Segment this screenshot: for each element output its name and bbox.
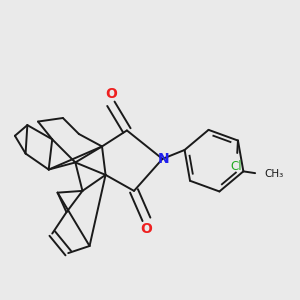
- Text: CH₃: CH₃: [265, 169, 284, 179]
- Text: O: O: [140, 222, 152, 236]
- Text: O: O: [105, 87, 117, 101]
- Text: N: N: [158, 152, 169, 166]
- Text: Cl: Cl: [230, 160, 242, 173]
